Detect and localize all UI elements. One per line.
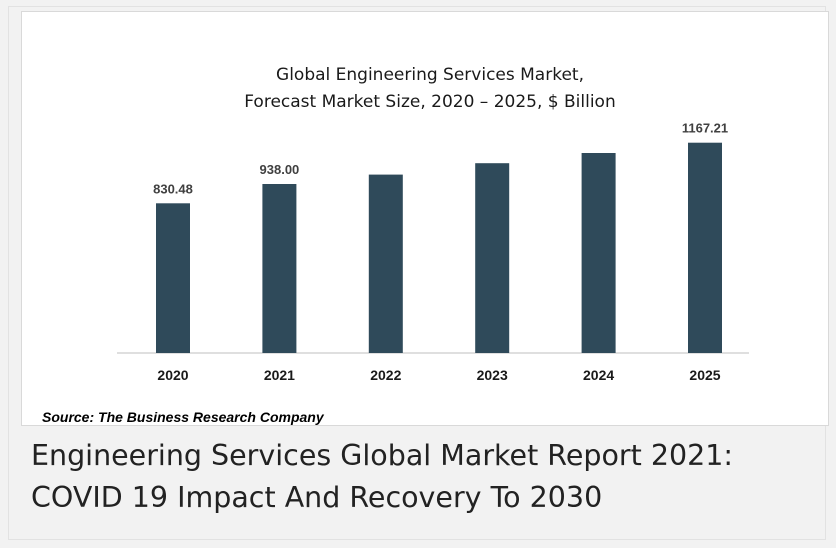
caption-line-2: COVID 19 Impact And Recovery To 2030 bbox=[31, 481, 603, 514]
x-tick-label-2023: 2023 bbox=[477, 367, 508, 383]
data-label-2021: 938.00 bbox=[260, 162, 300, 177]
x-tick-label-2021: 2021 bbox=[264, 367, 295, 383]
report-caption: Engineering Services Global Market Repor… bbox=[31, 435, 811, 519]
bar-2025 bbox=[688, 142, 722, 353]
caption-line-1: Engineering Services Global Market Repor… bbox=[31, 439, 733, 472]
x-tick-label-2020: 2020 bbox=[157, 367, 188, 383]
bar-2021 bbox=[262, 184, 297, 353]
data-label-2020: 830.48 bbox=[153, 181, 193, 196]
bar-2024 bbox=[581, 153, 616, 353]
source-note: Source: The Business Research Company bbox=[42, 409, 324, 425]
bar-chart: Global Engineering Services Market, Fore… bbox=[117, 65, 749, 383]
bar-2023 bbox=[475, 163, 510, 353]
chart-title-line-2: Forecast Market Size, 2020 – 2025, $ Bil… bbox=[244, 92, 615, 112]
chart-panel: Global Engineering Services Market, Fore… bbox=[21, 11, 829, 426]
bar-2020 bbox=[156, 203, 190, 353]
x-tick-label-2024: 2024 bbox=[583, 367, 614, 383]
x-tick-label-2022: 2022 bbox=[370, 367, 401, 383]
bar-2022 bbox=[368, 174, 403, 353]
chart-title-line-1: Global Engineering Services Market, bbox=[276, 65, 584, 85]
report-card: Global Engineering Services Market, Fore… bbox=[8, 6, 829, 540]
x-tick-label-2025: 2025 bbox=[689, 367, 720, 383]
data-label-2025: 1167.21 bbox=[682, 121, 728, 136]
bars-layer: 2020 830.48 2021 938.00 2022 2023 2024 2025 1167… bbox=[153, 121, 728, 383]
